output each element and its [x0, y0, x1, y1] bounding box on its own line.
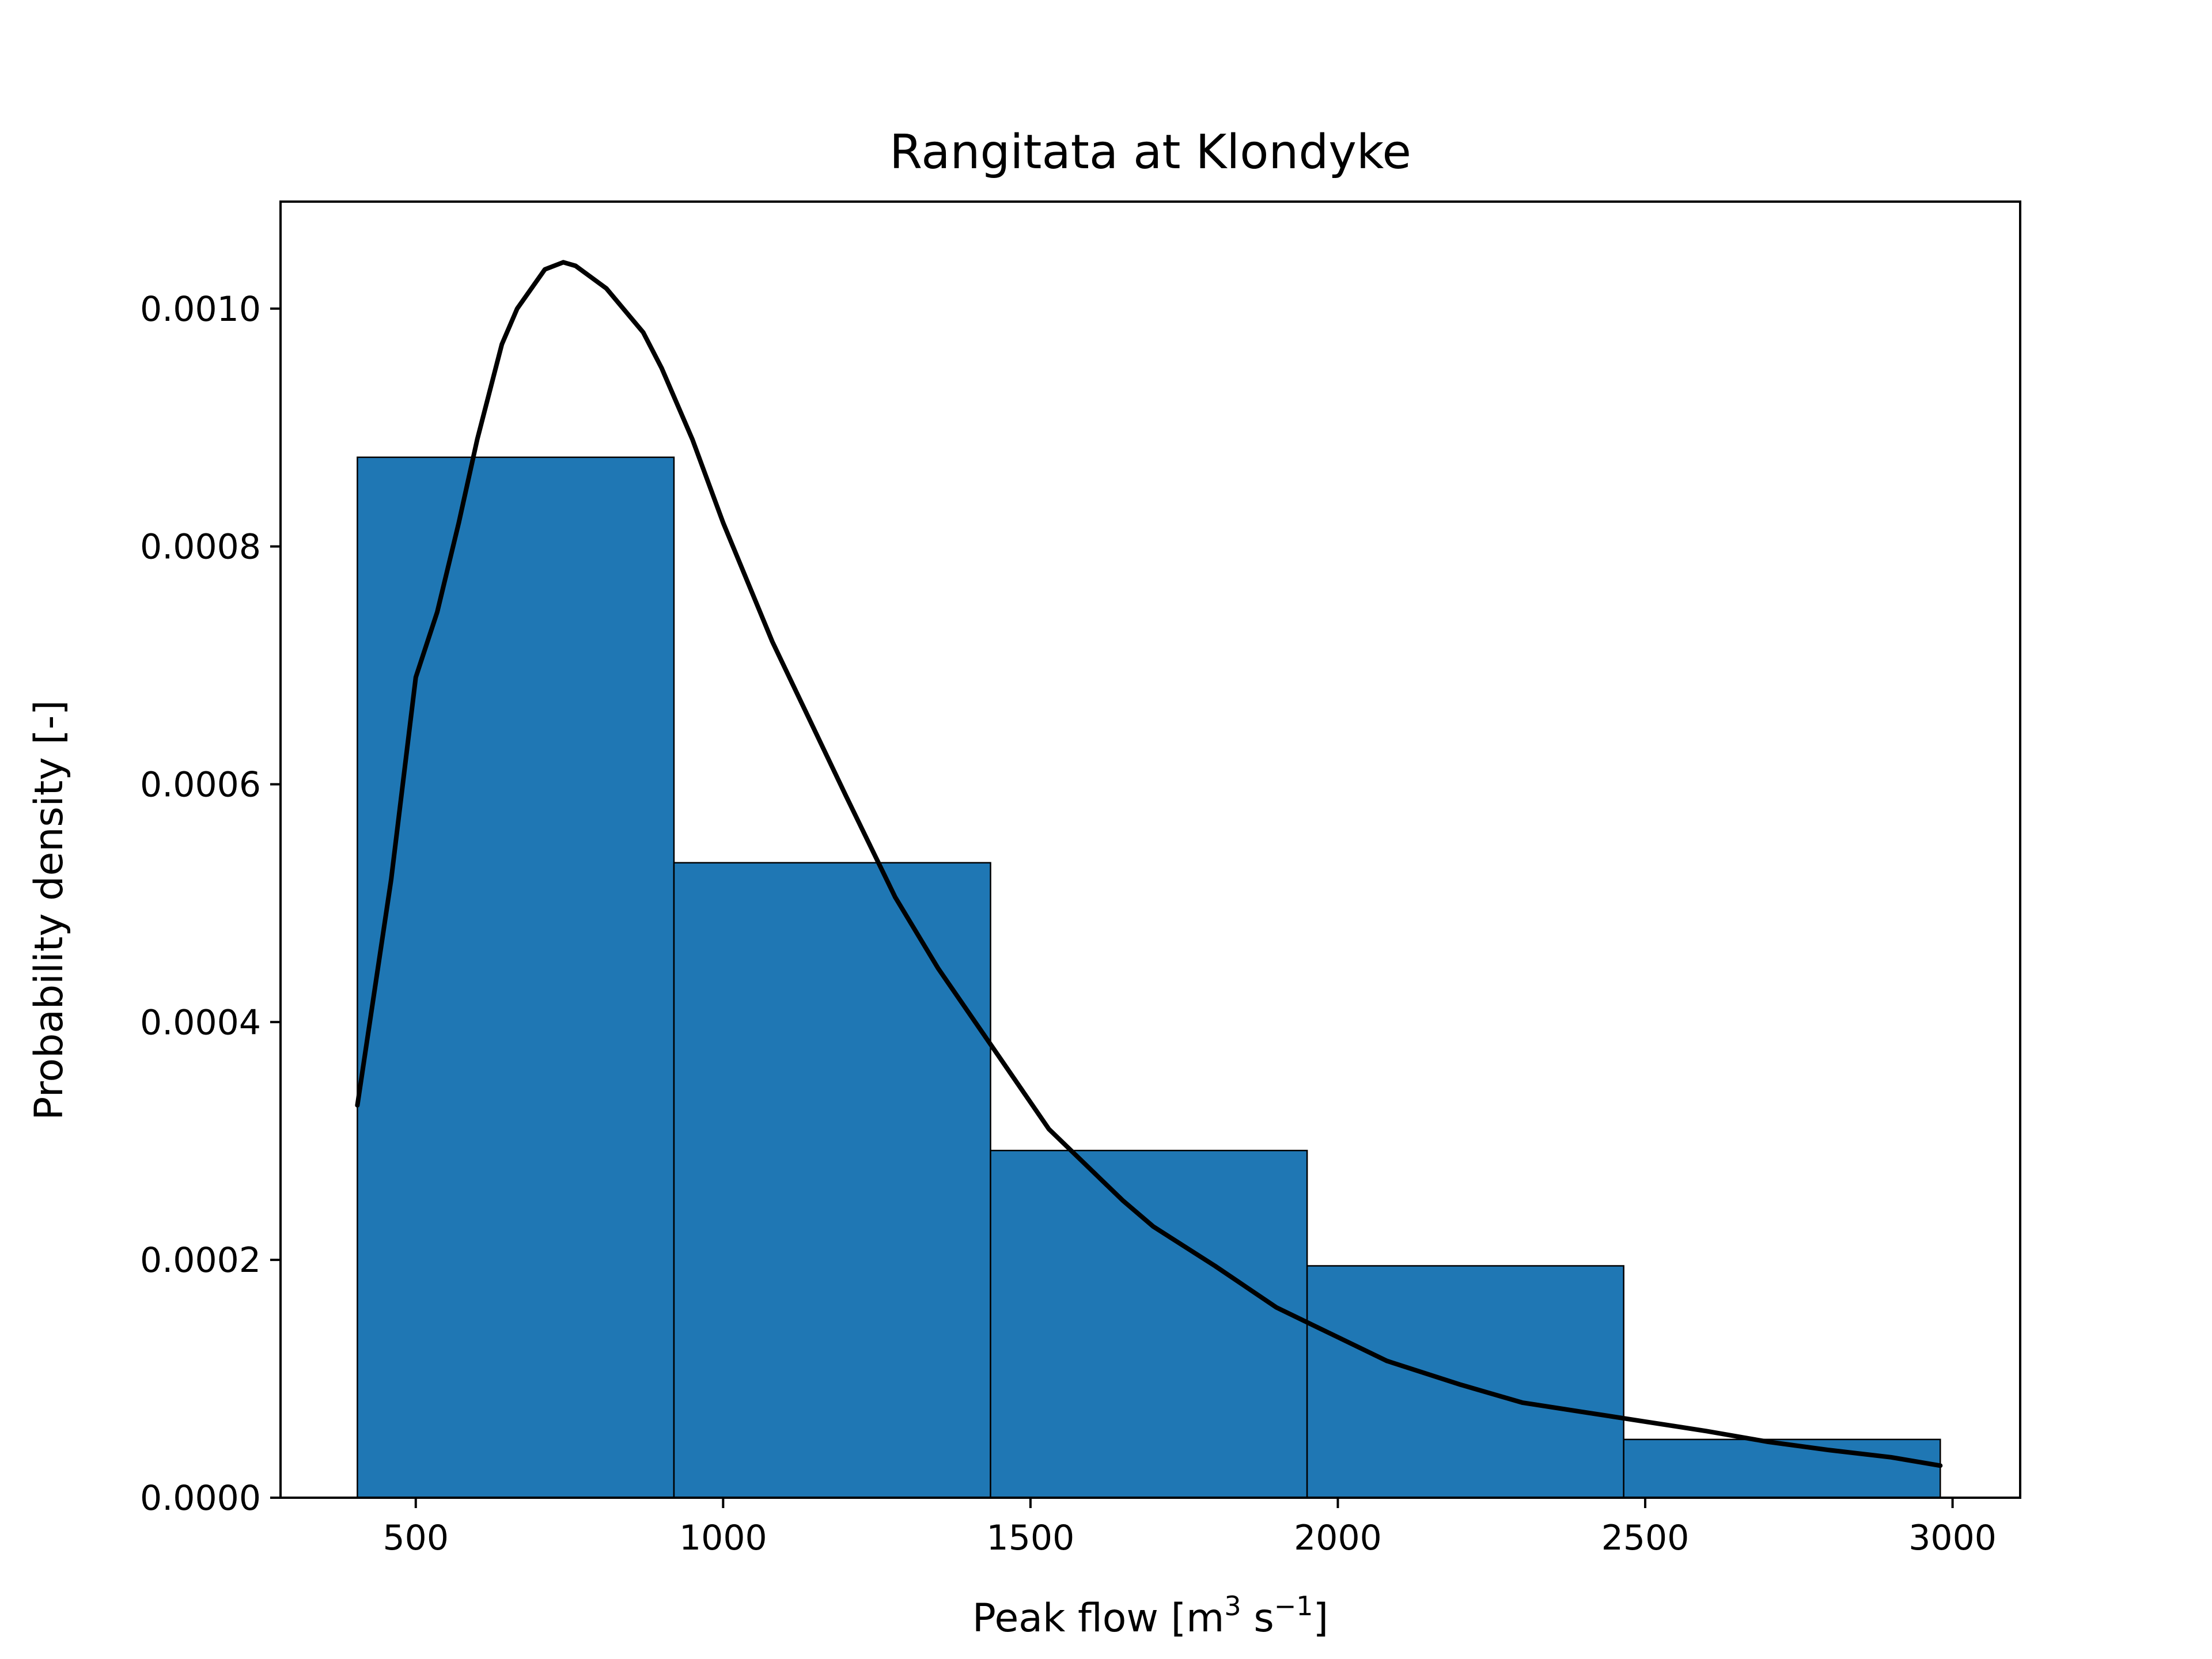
x-tick-label-2500: 2500: [1601, 1518, 1690, 1558]
x-tick-label-2000: 2000: [1294, 1518, 1382, 1558]
chart-title: Rangitata at Klondyke: [889, 125, 1411, 180]
y-tick-label-0: 0.0000: [140, 1478, 261, 1518]
plot-frame: [279, 200, 2021, 1499]
y-tick-label-1: 0.0002: [140, 1240, 261, 1281]
y-axis-ticks: 0.0000 0.0002 0.0004 0.0006 0.0008 0.0010: [140, 289, 281, 1518]
bars-layer: [357, 456, 1941, 1499]
x-axis-label-sup-2: −1: [1274, 1590, 1313, 1622]
x-axis-label-s: s: [1241, 1596, 1274, 1641]
y-tick-label-2: 0.0004: [140, 1002, 261, 1043]
x-tick-label-1000: 1000: [679, 1518, 767, 1558]
x-axis-ticks: 500 1000 1500 2000 2500 3000: [383, 1498, 1997, 1558]
histogram-bar-3: [990, 1149, 1308, 1499]
x-tick-label-3000: 3000: [1908, 1518, 1997, 1558]
y-tick-label-5: 0.0010: [140, 289, 261, 329]
density-curve-layer: [355, 260, 1943, 1468]
histogram-bar-5: [1623, 1438, 1941, 1499]
x-axis-label-sup-1: 3: [1224, 1590, 1241, 1622]
x-axis-label-main: Peak flow [m: [972, 1596, 1225, 1641]
y-axis-label: Probability density [-]: [26, 700, 72, 1120]
x-axis-label-end: ]: [1313, 1596, 1329, 1641]
density-curve: [355, 260, 1943, 1468]
histogram-bar-2: [673, 862, 991, 1499]
y-tick-label-4: 0.0008: [140, 527, 261, 567]
histogram-bar-4: [1306, 1265, 1624, 1499]
x-axis-label: Peak flow [m3 s−1]: [972, 1590, 1328, 1641]
histogram-bar-1: [357, 456, 675, 1499]
y-tick-label-3: 0.0006: [140, 764, 261, 805]
x-tick-label-500: 500: [383, 1518, 449, 1558]
x-tick-label-1500: 1500: [987, 1518, 1075, 1558]
